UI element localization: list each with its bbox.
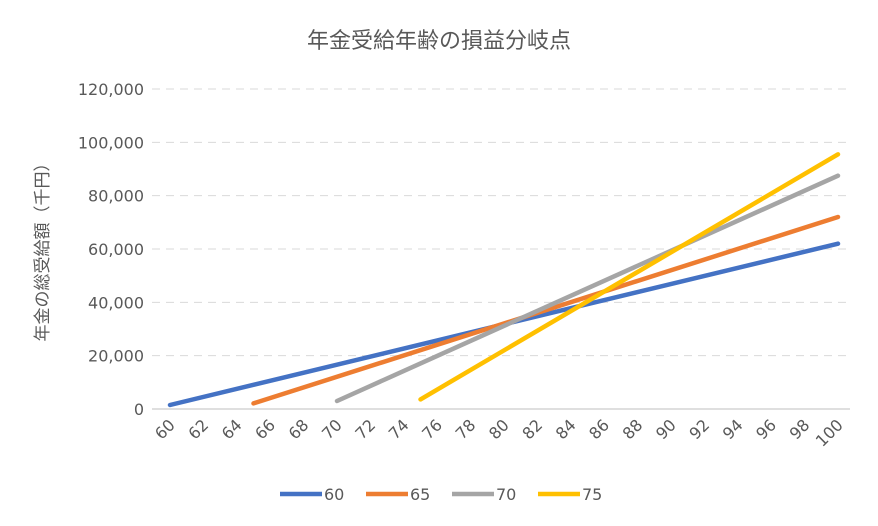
x-tick-label: 82 <box>518 415 546 443</box>
y-axis-label: 年金の総受給額（千円） <box>33 155 53 342</box>
x-tick-label: 64 <box>218 415 246 443</box>
legend: 60 65 70 75 <box>280 485 602 504</box>
gridlines <box>152 88 850 357</box>
legend-label: 65 <box>410 485 430 504</box>
x-tick-label: 70 <box>318 415 346 443</box>
x-tick-label: 84 <box>552 415 580 443</box>
x-tick-label: 62 <box>184 415 212 443</box>
x-tick-label: 76 <box>418 415 446 443</box>
x-tick-label: 98 <box>786 415 814 443</box>
series-line-65 <box>251 214 841 406</box>
y-tick-label: 0 <box>134 400 144 419</box>
x-tick-label: 78 <box>452 415 480 443</box>
x-tick-label: 86 <box>585 415 613 443</box>
legend-item-65: 65 <box>366 485 430 504</box>
x-tick-label: 60 <box>151 415 179 443</box>
y-tick-label: 40,000 <box>88 293 144 312</box>
legend-item-70: 70 <box>452 485 516 504</box>
legend-label: 75 <box>582 485 602 504</box>
series-line-70 <box>334 173 841 404</box>
x-tick-label: 90 <box>652 415 680 443</box>
x-tick-label: 72 <box>351 415 379 443</box>
y-tick-labels: 0 20,000 40,000 60,000 80,000 100,000 120,000 <box>78 80 144 419</box>
x-tick-label: 88 <box>619 415 647 443</box>
y-tick-label: 80,000 <box>88 187 144 206</box>
y-tick-label: 60,000 <box>88 240 144 259</box>
legend-label: 70 <box>496 485 516 504</box>
x-tick-label: 66 <box>251 415 279 443</box>
x-tick-label: 68 <box>285 415 313 443</box>
x-tick-label: 94 <box>719 415 747 443</box>
x-tick-labels: 60 62 64 66 68 70 72 74 76 78 80 82 84 86 88 90 92 94 96 98… <box>151 415 847 450</box>
x-tick-label: 96 <box>752 415 780 443</box>
x-tick-label: 92 <box>685 415 713 443</box>
y-tick-label: 20,000 <box>88 347 144 366</box>
y-tick-label: 120,000 <box>78 80 144 99</box>
legend-item-75: 75 <box>538 485 602 504</box>
series-lines <box>167 152 841 408</box>
x-tick-label: 100 <box>812 415 847 450</box>
y-tick-label: 100,000 <box>78 133 144 152</box>
legend-item-60: 60 <box>280 485 344 504</box>
series-line-75 <box>418 152 841 402</box>
x-tick-label: 74 <box>385 415 413 443</box>
chart-title: 年金受給年齢の損益分岐点 <box>307 29 571 54</box>
legend-label: 60 <box>324 485 344 504</box>
x-tick-label: 80 <box>485 415 513 443</box>
